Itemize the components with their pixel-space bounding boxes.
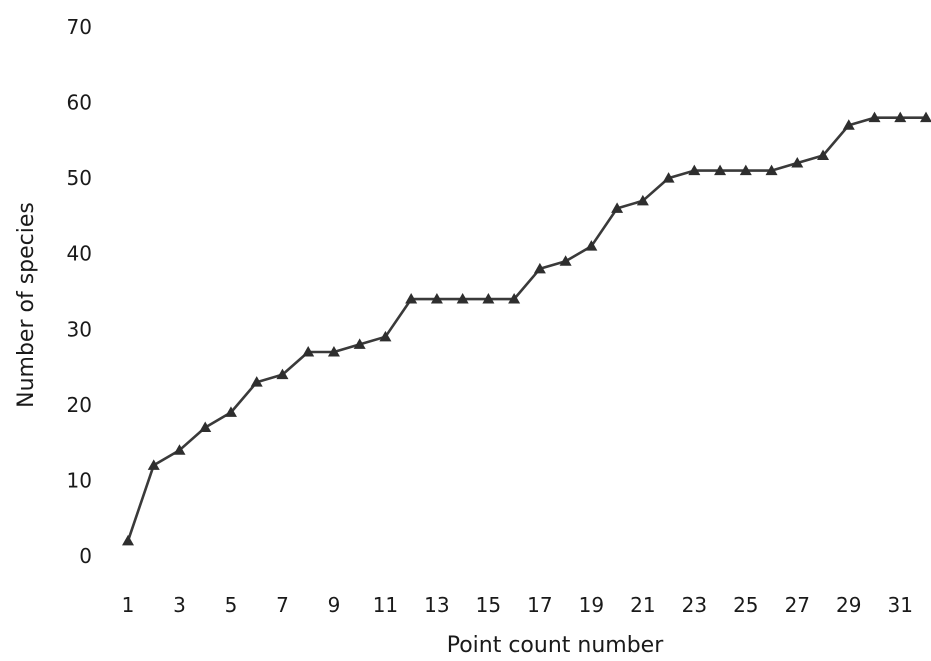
y-tick-label: 50: [67, 166, 92, 190]
x-tick-label: 7: [276, 593, 289, 617]
y-tick-label: 40: [67, 242, 92, 266]
data-point-marker: [173, 444, 186, 455]
data-point-marker: [508, 293, 521, 304]
x-tick-label: 31: [888, 593, 913, 617]
data-point-marker: [353, 338, 366, 349]
y-tick-label: 20: [67, 393, 92, 417]
x-tick-label: 9: [328, 593, 341, 617]
data-point-marker: [224, 406, 237, 417]
data-point-marker: [920, 111, 931, 123]
data-point-marker: [482, 293, 495, 304]
y-tick-label: 70: [67, 15, 92, 39]
data-point-marker: [430, 293, 443, 304]
x-tick-label: 3: [173, 593, 186, 617]
x-tick-label: 5: [225, 593, 238, 617]
data-point-marker: [122, 534, 134, 546]
data-point-marker: [868, 111, 881, 123]
x-tick-label: 13: [424, 593, 449, 617]
data-point-marker: [147, 459, 160, 470]
data-point-marker: [714, 164, 727, 176]
series-lines: [126, 116, 926, 542]
y-axis-label: Number of species: [14, 202, 39, 408]
x-tick-label: 15: [476, 593, 501, 617]
data-point-marker: [739, 164, 752, 176]
x-tick-label: 21: [630, 593, 655, 617]
data-point-marker: [842, 119, 855, 130]
y-axis-ticks: 0 10 20 30 40 50 60 70: [67, 15, 92, 568]
y-tick-label: 10: [67, 468, 92, 492]
x-tick-label: 1: [122, 593, 135, 617]
x-tick-label: 25: [733, 593, 758, 617]
x-tick-label: 29: [836, 593, 861, 617]
data-point-marker: [405, 293, 418, 304]
data-point-marker: [250, 376, 263, 387]
x-tick-label: 19: [579, 593, 604, 617]
x-tick-label: 27: [785, 593, 810, 617]
x-axis-ticks: 1 3 5 7 9 11 13 15 17 19 21 23 25 27 29 31: [122, 593, 913, 617]
y-tick-label: 60: [67, 91, 92, 115]
data-point-marker: [611, 202, 624, 213]
y-tick-label: 30: [67, 317, 92, 341]
data-point-marker: [688, 164, 701, 176]
data-point-marker: [765, 164, 778, 176]
data-point-marker: [636, 194, 649, 206]
data-point-marker: [302, 345, 315, 357]
series-markers: [122, 111, 931, 546]
x-tick-label: 11: [373, 593, 398, 617]
data-point-marker: [559, 255, 572, 266]
x-tick-label: 23: [682, 593, 707, 617]
data-point-marker: [817, 149, 830, 160]
x-tick-label: 17: [527, 593, 552, 617]
data-point-marker: [456, 293, 469, 304]
data-point-marker: [791, 157, 804, 168]
data-point-marker: [276, 368, 289, 380]
data-point-marker: [533, 262, 546, 274]
data-point-marker: [662, 172, 675, 183]
y-tick-label: 0: [79, 544, 92, 568]
data-point-marker: [585, 240, 598, 251]
data-point-marker: [327, 345, 340, 357]
series-line: [126, 116, 926, 542]
data-point-marker: [894, 111, 907, 123]
data-point-marker: [379, 330, 392, 342]
x-axis-label: Point count number: [447, 633, 664, 658]
data-point-marker: [199, 421, 212, 433]
